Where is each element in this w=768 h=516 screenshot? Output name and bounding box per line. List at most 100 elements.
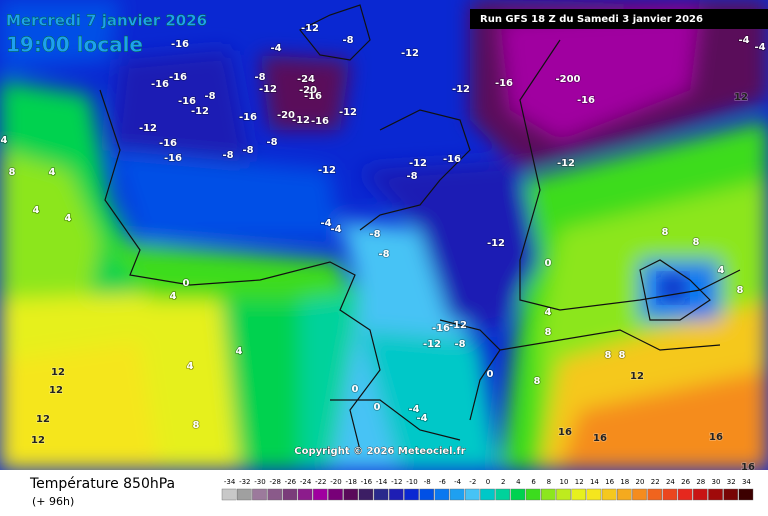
legend-label: 14	[590, 478, 599, 486]
contour-label: -16	[171, 39, 189, 50]
run-box	[470, 9, 768, 29]
legend-label: -32	[239, 478, 250, 486]
contour-label: -12	[487, 238, 505, 249]
legend-swatch	[571, 488, 586, 501]
contour-label: -12	[318, 165, 336, 176]
legend-swatch	[480, 488, 495, 501]
coastlines	[99, 4, 741, 451]
legend-swatch	[267, 488, 283, 501]
copyright: Copyright © 2026 Meteociel.fr	[294, 446, 465, 457]
legend-swatch	[434, 488, 450, 501]
contour-label: 16	[558, 427, 572, 438]
legend-swatch	[647, 488, 662, 501]
contour-label: -8	[204, 91, 215, 102]
legend-swatch	[236, 488, 252, 501]
legend-swatch	[632, 488, 647, 501]
contour-label: -20	[277, 110, 295, 121]
legend-label: 12	[575, 478, 584, 486]
contour-label: -200	[555, 74, 580, 85]
contour-label: -20	[299, 85, 317, 96]
contour-label: 4	[49, 167, 56, 178]
contour-label: 16	[709, 432, 723, 443]
contour-label: 8	[534, 376, 541, 387]
time-title: 19:00 locale	[6, 33, 143, 57]
contour-label: 8	[693, 237, 700, 248]
legend-label: 26	[681, 478, 690, 486]
contour-label: -16	[178, 96, 196, 107]
contour-label: -16	[304, 91, 322, 102]
contour-label: -8	[454, 339, 465, 350]
legend-swatch	[328, 488, 343, 501]
contour-label: -16	[159, 138, 177, 149]
legend-swatch	[282, 488, 298, 501]
legend-label: -12	[391, 478, 402, 486]
legend-swatch	[343, 488, 359, 501]
contour-label: 4	[545, 307, 552, 318]
contour-label: -4	[330, 224, 341, 235]
contour-label: 4	[187, 361, 194, 372]
legend-label: -2	[469, 478, 476, 486]
contour-label: 12	[51, 367, 65, 378]
date-title: Mercredi 7 janvier 2026	[6, 12, 207, 30]
contour-label: -12	[139, 123, 157, 134]
legend-label: 8	[547, 478, 551, 486]
legend-label: -34	[224, 478, 236, 486]
legend-swatch	[358, 488, 374, 501]
legend-swatch	[404, 488, 419, 501]
contour-labels: -16 -4-12-8-12-16-16-16 -8-12-8-12-24-20-1…	[0, 22, 766, 474]
legend-label: 32	[727, 478, 736, 486]
legend-swatch	[601, 488, 617, 501]
legend: -34 -32 -30 -28 -26 -24 -22 -20 -18 -16 -14 -12 -10-…	[221, 478, 754, 501]
legend-swatch	[297, 488, 313, 501]
contour-label: 8	[545, 327, 552, 338]
legend-label: -6	[439, 478, 447, 486]
contour-label: -12	[449, 320, 467, 331]
contour-label: 4	[236, 346, 243, 357]
contour-label: -8	[242, 145, 253, 156]
contour-label: -12	[557, 158, 575, 169]
contour-label: 8	[619, 350, 626, 361]
legend-swatch	[495, 488, 511, 501]
legend-label: -20	[330, 478, 341, 486]
legend-label: 24	[666, 478, 675, 486]
legend-swatch	[449, 488, 465, 501]
run-info: Run GFS 18 Z du Samedi 3 janvier 2026	[480, 14, 703, 25]
legend-label: -16	[361, 478, 373, 486]
contour-label: 0	[352, 384, 359, 395]
contour-label: 8	[193, 420, 200, 431]
contour-label: -16	[443, 154, 461, 165]
contour-label: 4	[170, 291, 177, 302]
contour-label: -24	[297, 74, 315, 85]
contour-label: -16	[151, 79, 169, 90]
contour-label: 8	[737, 285, 744, 296]
legend-label: 30	[712, 478, 721, 486]
contour-label: -8	[222, 150, 233, 161]
legend-swatch	[252, 488, 267, 501]
legend-swatch	[419, 488, 435, 501]
contour-label: -12	[423, 339, 441, 350]
contour-label: 12	[36, 414, 50, 425]
contour-label: -12	[401, 48, 419, 59]
contour-label: -4	[320, 218, 331, 229]
legend-swatch	[465, 488, 480, 501]
legend-swatch	[708, 488, 723, 501]
contour-label: -16	[577, 95, 595, 106]
contour-label: 8	[9, 167, 16, 178]
legend-label: -8	[424, 478, 431, 486]
contour-label: -16	[495, 78, 513, 89]
legend-label: -28	[269, 478, 280, 486]
legend-swatch	[541, 488, 556, 501]
contour-label: 12	[734, 92, 748, 103]
legend-label: -26	[285, 478, 297, 486]
legend-swatch	[738, 488, 754, 501]
contour-label: -12	[259, 84, 277, 95]
contour-label: 16	[593, 433, 607, 444]
contour-label: 0	[545, 258, 552, 269]
contour-label: 12	[49, 385, 63, 396]
legend-label: -4	[454, 478, 462, 486]
contour-label: -4	[754, 42, 765, 53]
legend-label: 2	[501, 478, 505, 486]
temperature-field	[0, 0, 768, 470]
contour-label: -8	[266, 137, 277, 148]
